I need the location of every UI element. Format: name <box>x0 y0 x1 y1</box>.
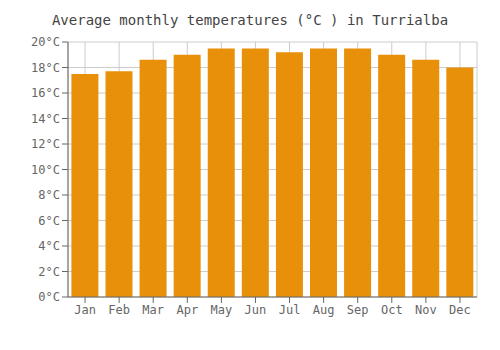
svg-text:Sep: Sep <box>347 303 369 317</box>
svg-text:May: May <box>211 303 233 317</box>
svg-text:4°C: 4°C <box>38 239 60 253</box>
html-text:Average monthly temperatures (: Average monthly temperatures (°C ) in Tu… <box>51 12 449 28</box>
svg-text:14°C: 14°C <box>31 112 60 126</box>
svg-text:16°C: 16°C <box>31 86 60 100</box>
svg-text:Nov: Nov <box>415 303 437 317</box>
svg-text:Mar: Mar <box>142 303 164 317</box>
svg-text:18°C: 18°C <box>31 61 60 75</box>
svg-text:Aug: Aug <box>313 303 335 317</box>
svg-text:Jul: Jul <box>279 303 301 317</box>
svg-text:Jan: Jan <box>74 303 96 317</box>
svg-text:Dec: Dec <box>449 303 471 317</box>
svg-text:6°C: 6°C <box>38 214 60 228</box>
svg-text:0°C: 0°C <box>38 290 60 304</box>
svg-text:20°C: 20°C <box>31 35 60 49</box>
svg-text:Apr: Apr <box>176 303 198 317</box>
svg-text:8°C: 8°C <box>38 188 60 202</box>
svg-text:Feb: Feb <box>108 303 130 317</box>
svg-text:Jun: Jun <box>245 303 267 317</box>
svg-text:2°C: 2°C <box>38 265 60 279</box>
svg-text:Oct: Oct <box>381 303 403 317</box>
svg-text:10°C: 10°C <box>31 163 60 177</box>
svg-text:12°C: 12°C <box>31 137 60 151</box>
